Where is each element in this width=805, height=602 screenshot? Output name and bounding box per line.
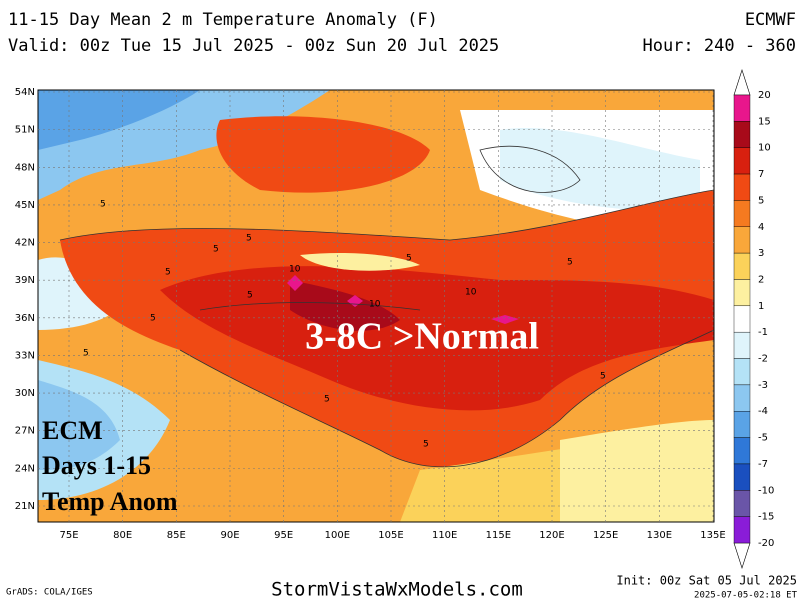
lon-label: 110E (432, 530, 457, 541)
colorbar-swatch (733, 252, 751, 280)
colorbar-swatch (733, 331, 751, 359)
contour-label: 5 (423, 440, 429, 450)
contour-label: 5 (247, 291, 253, 301)
init-time: Init: 00z Sat 05 Jul 2025 (616, 574, 797, 588)
colorbar-label: 2 (758, 274, 764, 285)
valid-time: Valid: 00z Tue 15 Jul 2025 - 00z Sun 20 … (8, 36, 499, 56)
contour-label: 5 (567, 258, 573, 268)
contour-label: 5 (83, 349, 89, 359)
map-fill (38, 90, 714, 522)
colorbar-swatch (733, 279, 751, 307)
contour-label: 5 (100, 200, 106, 210)
colorbar-label: -10 (758, 485, 774, 496)
lat-label: 51N (15, 125, 35, 136)
colorbar-cap (733, 542, 751, 569)
colorbar-swatch (733, 411, 751, 438)
lat-label: 27N (15, 426, 35, 437)
contour-label: 5 (406, 254, 412, 264)
contour-label: 5 (246, 234, 252, 244)
colorbar-swatch (733, 305, 751, 333)
lon-label: 135E (700, 530, 725, 541)
lon-label: 125E (593, 530, 618, 541)
credit: GrADS: COLA/IGES (6, 588, 93, 598)
contours (59, 145, 714, 468)
colorbar-label: 10 (758, 143, 771, 154)
contour-label: 5 (213, 245, 219, 255)
lon-label: 100E (325, 530, 350, 541)
colorbar-label: 3 (758, 248, 764, 259)
lon-label: 130E (647, 530, 672, 541)
legend-text: ECM (42, 416, 103, 445)
colorbar: 20 15 10 7 5 4 3 2 1 -1 -2 -3 -4 -5 -7 -10 -15 -20 (733, 69, 774, 569)
lon-label: 115E (486, 530, 511, 541)
colorbar-label: -15 (758, 512, 774, 523)
colorbar-swatch (733, 437, 751, 465)
lon-label: 95E (274, 530, 293, 541)
lat-label: 36N (15, 313, 35, 324)
lat-label: 45N (15, 200, 35, 211)
lat-label: 24N (15, 463, 35, 474)
hour: Hour: 240 - 360 (642, 36, 796, 56)
colorbar-label: -3 (758, 380, 768, 391)
contour-labels: 5 5 5 5 5 5 5 5 5 5 5 5 10 10 10 (83, 200, 606, 450)
colorbar-label: 4 (758, 222, 764, 233)
contour-label: 5 (150, 314, 156, 324)
lat-label: 21N (15, 501, 35, 512)
colorbar-label: 5 (758, 195, 764, 206)
colorbar-label: -4 (758, 406, 768, 417)
colorbar-label: -5 (758, 433, 768, 444)
contour-label: 5 (600, 372, 606, 382)
stamp: 2025-07-05-02:18 ET (694, 591, 798, 601)
colorbar-swatch (733, 463, 751, 491)
colorbar-label: 7 (758, 169, 764, 180)
lon-label: 80E (113, 530, 132, 541)
lon-label: 105E (378, 530, 403, 541)
legend-text: Temp Anom (42, 487, 178, 516)
contour-label: 10 (369, 300, 381, 310)
legend-text: Days 1-15 (42, 451, 151, 480)
colorbar-swatch (733, 358, 751, 386)
model: ECMWF (745, 10, 796, 30)
contour-label: 5 (324, 395, 330, 405)
colorbar-label: 1 (758, 301, 764, 312)
lat-label: 39N (15, 275, 35, 286)
colorbar-swatch (733, 94, 751, 122)
colorbar-label: -20 (758, 538, 774, 549)
colorbar-label: -1 (758, 327, 768, 338)
colorbar-swatch (733, 516, 751, 544)
map-frame (37, 89, 715, 523)
colorbar-label: 20 (758, 90, 771, 101)
colorbar-swatch (733, 147, 751, 175)
contour-label: 10 (289, 265, 301, 275)
lon-label: 85E (167, 530, 186, 541)
lon-label: 90E (220, 530, 239, 541)
colorbar-swatch (733, 384, 751, 412)
colorbar-swatch (733, 121, 751, 148)
lat-label: 30N (15, 388, 35, 399)
lat-label: 42N (15, 238, 35, 249)
lat-label: 54N (15, 87, 35, 98)
colorbar-swatch (733, 226, 751, 254)
colorbar-cap (733, 69, 751, 96)
colorbar-swatch (733, 173, 751, 201)
lat-label: 48N (15, 162, 35, 173)
lon-label: 75E (59, 530, 78, 541)
lon-label: 120E (539, 530, 564, 541)
colorbar-label: 15 (758, 116, 771, 127)
graticule: 54N 51N 48N 45N 42N 39N 36N 33N 30N 27N 24N 21N 75E 8… (15, 87, 726, 541)
colorbar-swatch (733, 490, 751, 517)
contour-label: 10 (465, 288, 477, 298)
colorbar-label: -2 (758, 354, 768, 365)
site: StormVistaWxModels.com (271, 579, 523, 601)
lat-label: 33N (15, 350, 35, 361)
colorbar-swatch (733, 200, 751, 227)
colorbar-label: -7 (758, 459, 768, 470)
headline: 3-8C >Normal (305, 316, 539, 358)
contour-label: 5 (165, 268, 171, 278)
title: 11-15 Day Mean 2 m Temperature Anomaly (… (8, 10, 438, 30)
